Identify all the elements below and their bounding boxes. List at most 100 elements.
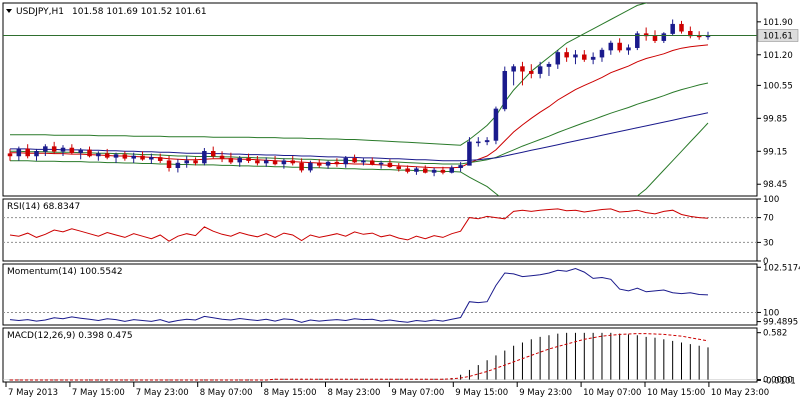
macd-ytick-label: 0.0000	[763, 376, 793, 386]
price-ytick-label: 101.90	[763, 18, 793, 28]
candle-body	[396, 166, 402, 169]
xtick-label: 7 May 23:00	[136, 388, 189, 398]
candle-body	[175, 162, 181, 169]
candle-body	[202, 151, 207, 164]
xtick-label: 8 May 07:00	[200, 388, 253, 398]
candle-body	[414, 168, 419, 172]
xtick-label: 9 May 07:00	[391, 388, 444, 398]
candle-body	[308, 162, 313, 171]
candle-body	[387, 162, 393, 168]
candle-body	[679, 23, 684, 32]
candle-body	[166, 160, 172, 169]
candle-body	[343, 158, 348, 165]
candle-body	[670, 23, 675, 34]
candle-body	[87, 149, 92, 157]
candle-body	[316, 162, 322, 166]
candle-body	[431, 169, 437, 173]
candle-body	[405, 168, 410, 172]
candle-body	[440, 169, 446, 173]
candle-body	[520, 66, 525, 72]
candle-body	[449, 167, 455, 173]
candle-body	[599, 49, 605, 58]
macd-ytick-label: -0.0101	[763, 376, 796, 386]
candle-body	[228, 158, 234, 163]
candle-body	[370, 160, 375, 165]
candle-body	[635, 33, 640, 48]
candle-body	[131, 155, 136, 159]
candle-body	[281, 160, 287, 165]
momentum-ytick-label: 102.5174	[763, 263, 800, 273]
candle-body	[184, 160, 189, 164]
rsi-line	[9, 208, 709, 242]
candle-body	[626, 47, 631, 51]
candle-body	[423, 168, 428, 173]
price-overlay-line-1	[10, 82, 709, 165]
candle-body	[352, 158, 357, 163]
price-overlay-line-3	[10, 3, 648, 146]
candle-body	[537, 66, 543, 74]
candle-body	[149, 157, 154, 160]
momentum-ytick-label: 100	[763, 308, 779, 318]
price-ytick-label: 101.20	[763, 51, 793, 61]
candle-body	[661, 33, 667, 41]
candle-body	[69, 147, 75, 153]
candle-body	[299, 162, 304, 171]
candle-body	[529, 71, 534, 74]
price-ytick-label: 99.85	[763, 114, 787, 124]
price-title-symbol: USDJPY,H1	[16, 7, 64, 17]
candle-body	[582, 54, 587, 60]
candle-body	[104, 153, 110, 158]
momentum-title: Momentum(14) 100.5542	[7, 267, 123, 277]
candle-body	[157, 157, 163, 161]
candle-body	[43, 146, 48, 152]
candle-body	[493, 108, 499, 141]
candle-body	[564, 52, 569, 58]
xtick-label: 8 May 15:00	[264, 388, 317, 398]
momentum-ytick-label: 99.4895	[763, 318, 798, 328]
candle-body	[617, 42, 622, 51]
candle-body	[78, 149, 83, 153]
candle-body	[272, 160, 278, 165]
candle-body	[467, 141, 472, 166]
xtick-label: 10 May 23:00	[711, 388, 769, 398]
candle-body	[122, 154, 128, 159]
candle-body	[696, 35, 702, 38]
macd-signal-line	[10, 333, 709, 381]
chevron-down-icon	[6, 9, 12, 13]
candle-body	[458, 165, 463, 169]
price-title-ohlc: 101.58 101.69 101.52 101.61	[72, 7, 207, 17]
candle-body	[476, 141, 481, 144]
candle-body	[193, 160, 198, 164]
price-ytick-label: 99.15	[763, 147, 787, 157]
candle-body	[502, 71, 508, 110]
momentum-pane-frame	[2, 263, 758, 326]
last-price-label: 101.61	[763, 31, 793, 41]
momentum-line	[9, 267, 709, 323]
rsi-ytick-label: 70	[763, 214, 774, 224]
candle-body	[255, 160, 260, 164]
xtick-label: 8 May 23:00	[328, 388, 381, 398]
price-overlay-line-4	[10, 122, 709, 196]
candle-body	[555, 52, 561, 65]
xtick-label: 10 May 07:00	[583, 388, 641, 398]
candle-body	[484, 140, 490, 143]
price-overlay-line-2	[10, 112, 709, 162]
rsi-ytick-label: 0	[763, 257, 768, 267]
candle-body	[608, 42, 614, 51]
candle-body	[210, 151, 216, 157]
candle-body	[652, 35, 658, 41]
macd-title: MACD(12,26,9) 0.398 0.475	[7, 331, 133, 341]
xtick-label: 7 May 2013	[8, 388, 58, 398]
candle-body	[378, 162, 384, 165]
candle-body	[51, 146, 57, 152]
candle-body	[113, 154, 119, 158]
rsi-ytick-label: 100	[763, 195, 779, 205]
price-ytick-label: 100.55	[763, 81, 793, 91]
candle-body	[96, 153, 101, 157]
price-ytick-label: 98.45	[763, 180, 787, 190]
xtick-label: 7 May 15:00	[72, 388, 125, 398]
candle-body	[263, 160, 269, 164]
candle-body	[590, 56, 596, 60]
